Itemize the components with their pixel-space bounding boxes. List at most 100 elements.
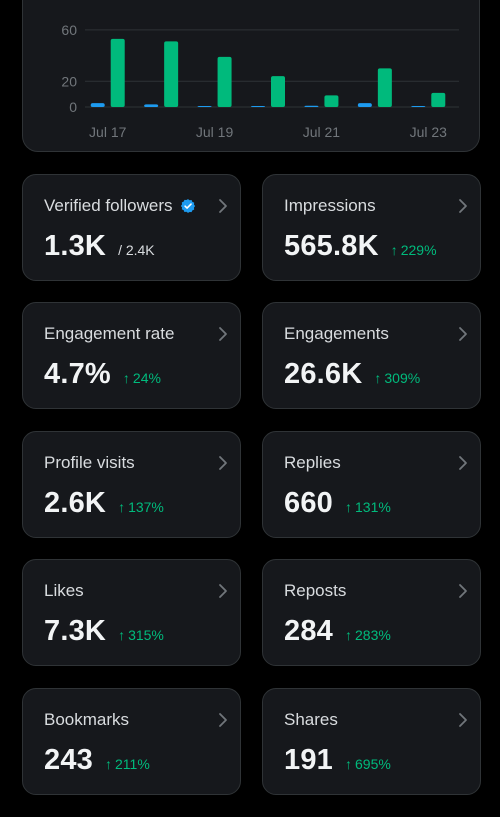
card-verified-followers[interactable]: Verified followers 1.3K / 2.4K <box>22 174 241 281</box>
card-change: ↑ 137% <box>118 499 164 515</box>
chevron-right-icon <box>219 327 227 341</box>
arrow-up-icon: ↑ <box>118 499 126 515</box>
card-value-row: 4.7% ↑ 24% <box>44 358 161 391</box>
card-engagement-rate[interactable]: Engagement rate 4.7% ↑ 24% <box>22 302 241 409</box>
arrow-up-icon: ↑ <box>374 370 382 386</box>
card-label: Engagement rate <box>44 324 175 343</box>
card-change: ↑ 229% <box>391 242 437 258</box>
card-value: 660 <box>284 487 333 519</box>
verified-badge-icon <box>180 199 195 213</box>
card-label: Bookmarks <box>44 710 130 729</box>
change-percent: 131% <box>355 499 391 515</box>
card-profile-visits[interactable]: Profile visits 2.6K ↑ 137% <box>22 431 241 538</box>
change-percent: 211% <box>115 756 150 772</box>
change-percent: 695% <box>355 756 391 772</box>
card-value: 26.6K <box>284 358 363 390</box>
chevron-right-icon <box>219 199 227 213</box>
card-change: ↑ 315% <box>118 627 164 643</box>
change-percent: 24% <box>132 370 161 386</box>
card-impressions[interactable]: Impressions 565.8K ↑ 229% <box>262 174 481 281</box>
bar-verified <box>197 106 212 107</box>
chevron-right-icon <box>219 713 227 727</box>
x-tick-label: Jul 21 <box>303 124 341 140</box>
card-value-row: 26.6K ↑ 309% <box>284 358 420 391</box>
card-value: 2.6K <box>44 487 107 519</box>
arrow-up-icon: ↑ <box>122 370 130 386</box>
bar-all <box>431 92 446 107</box>
change-percent: 283% <box>355 627 391 643</box>
card-value-row: 243 ↑ 211% <box>44 744 150 777</box>
card-value-row: 1.3K / 2.4K <box>44 230 155 263</box>
bar-all <box>324 95 339 107</box>
card-total: / 2.4K <box>118 242 155 258</box>
card-label: Profile visits <box>44 453 135 472</box>
card-engagements[interactable]: Engagements 26.6K ↑ 309% <box>262 302 481 409</box>
card-value-row: 660 ↑ 131% <box>284 487 391 520</box>
card-change: ↑ 695% <box>345 756 391 772</box>
card-label: Reposts <box>284 581 347 600</box>
card-change: ↑ 283% <box>345 627 391 643</box>
y-tick-label: 60 <box>61 22 77 38</box>
chevron-right-icon <box>459 713 467 727</box>
card-likes[interactable]: Likes 7.3K ↑ 315% <box>22 559 241 666</box>
arrow-up-icon: ↑ <box>390 242 398 258</box>
chevron-right-icon <box>459 327 467 341</box>
bar-all <box>377 68 392 107</box>
bar-verified <box>251 106 265 107</box>
bar-verified <box>144 104 159 107</box>
change-percent: 229% <box>400 242 437 258</box>
x-tick-label: Jul 17 <box>89 124 127 140</box>
card-change: ↑ 211% <box>105 756 150 772</box>
change-percent: 137% <box>128 499 164 515</box>
card-label: Engagements <box>284 324 389 343</box>
card-value: 7.3K <box>44 615 107 647</box>
bar-verified <box>304 105 319 107</box>
bar-all <box>110 38 125 107</box>
y-tick-label: 20 <box>61 73 77 89</box>
card-label: Impressions <box>284 196 376 215</box>
chevron-right-icon <box>459 456 467 470</box>
card-change: ↑ 131% <box>345 499 391 515</box>
card-value: 284 <box>284 615 333 647</box>
arrow-up-icon: ↑ <box>345 627 352 643</box>
bar-chart: 0 20 60 Jul 17 Jul 19 Jul 21 Jul 23 <box>61 22 459 140</box>
card-value-row: 7.3K ↑ 315% <box>44 615 164 648</box>
card-value-row: 565.8K ↑ 229% <box>284 230 437 263</box>
card-label-text: Verified followers <box>44 196 173 215</box>
arrow-up-icon: ↑ <box>345 756 352 772</box>
card-value-row: 2.6K ↑ 137% <box>44 487 164 520</box>
arrow-up-icon: ↑ <box>345 499 352 515</box>
card-value-row: 284 ↑ 283% <box>284 615 391 648</box>
chevron-right-icon <box>459 584 467 598</box>
card-value: 565.8K <box>284 230 379 262</box>
y-tick-label: 0 <box>69 99 77 115</box>
card-value: 243 <box>44 744 93 776</box>
chevron-right-icon <box>219 456 227 470</box>
bar-all <box>217 56 232 107</box>
card-value: 1.3K <box>44 230 107 262</box>
chevron-right-icon <box>219 584 227 598</box>
arrow-up-icon: ↑ <box>118 627 126 643</box>
card-reposts[interactable]: Reposts 284 ↑ 283% <box>262 559 481 666</box>
card-change: ↑ 309% <box>374 370 420 386</box>
bar-all <box>164 41 179 107</box>
card-label: Verified followers <box>44 196 196 216</box>
card-replies[interactable]: Replies 660 ↑ 131% <box>262 431 481 538</box>
bar-all <box>271 76 285 107</box>
change-percent: 315% <box>128 627 164 643</box>
bar-verified <box>90 103 105 107</box>
chevron-right-icon <box>459 199 467 213</box>
x-tick-label: Jul 23 <box>410 124 448 140</box>
x-tick-label: Jul 19 <box>196 124 234 140</box>
card-label: Replies <box>284 453 341 472</box>
card-shares[interactable]: Shares 191 ↑ 695% <box>262 688 481 795</box>
card-label: Likes <box>44 581 84 600</box>
daily-chart-card: 0 20 60 Jul 17 Jul 19 Jul 21 Jul 23 <box>22 0 480 152</box>
card-value: 4.7% <box>44 358 111 390</box>
card-value-row: 191 ↑ 695% <box>284 744 391 777</box>
card-label: Shares <box>284 710 338 729</box>
card-value: 191 <box>284 744 333 776</box>
card-bookmarks[interactable]: Bookmarks 243 ↑ 211% <box>22 688 241 795</box>
bar-verified <box>411 106 426 107</box>
card-change: ↑ 24% <box>123 370 161 386</box>
